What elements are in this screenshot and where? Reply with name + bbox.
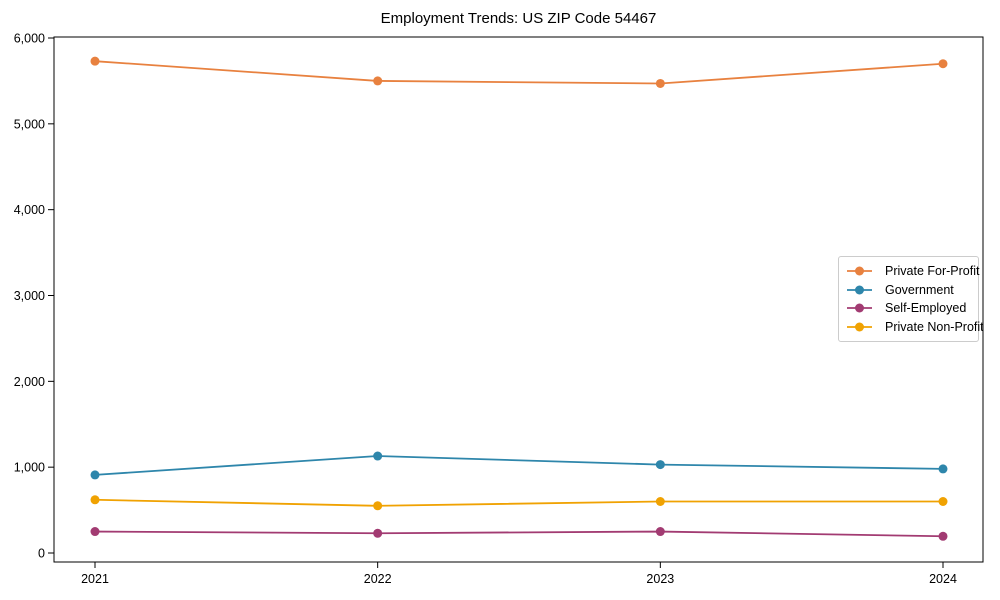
y-tick-label: 2,000 [14,375,45,389]
data-point-private-for-profit [90,56,100,66]
legend-label: Private For-Profit [885,264,980,279]
y-tick-label: 5,000 [14,117,45,131]
y-tick-label: 0 [38,547,45,561]
y-tick-label: 3,000 [14,289,45,303]
x-tick-label: 2022 [364,572,392,586]
series-line-self-employed [94,530,944,538]
series-line-private-for-profit [94,60,944,85]
legend-dot [855,285,864,295]
y-tick-label: 6,000 [14,32,45,46]
x-tick-label: 2024 [929,572,957,586]
legend-marker-icon [847,322,872,332]
data-point-self-employed [90,527,100,537]
series-line-government [94,455,944,476]
legend-item-private-non-profit: Private Non-Profit [846,318,984,337]
data-point-private-for-profit [655,78,665,88]
y-tick-label: 1,000 [14,461,45,475]
legend-item-private-for-profit: Private For-Profit [846,262,979,281]
legend-label: Self-Employed [885,301,967,316]
data-point-private-non-profit [373,501,383,511]
legend: Private For-Profit Government Self-Employe… [838,256,984,342]
legend-item-government: Government [846,281,971,300]
legend-item-self-employed: Self-Employed [846,299,971,318]
data-point-self-employed [938,531,948,541]
data-point-self-employed [373,528,383,538]
legend-label: Government [885,282,954,297]
legend-dot [855,322,864,332]
data-point-self-employed [655,527,665,537]
legend-marker-icon [847,285,872,295]
data-point-private-non-profit [90,495,100,505]
data-point-government [373,451,383,461]
data-point-government [90,470,100,480]
series-line-private-non-profit [94,498,943,507]
data-point-private-for-profit [938,59,948,69]
data-point-government [938,464,948,474]
x-tick-label: 2021 [81,572,109,586]
legend-marker-icon [847,303,872,313]
chart-title: Employment Trends: US ZIP Code 54467 [380,10,657,27]
legend-dot [855,303,864,313]
data-point-government [655,460,665,470]
data-point-private-non-profit [938,497,948,506]
y-tick-label: 4,000 [14,203,45,217]
legend-dot [855,266,864,276]
x-tick-label: 2023 [646,572,674,586]
data-point-private-non-profit [655,497,665,506]
data-point-private-for-profit [373,76,383,86]
axes-spines [53,36,984,563]
legend-label: Private Non-Profit [885,319,984,334]
legend-marker-icon [847,266,872,276]
